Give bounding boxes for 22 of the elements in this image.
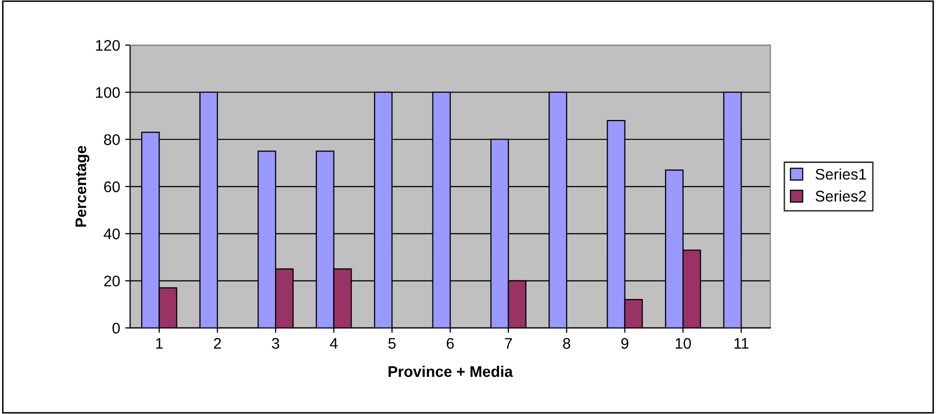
x-tick-label: 2 xyxy=(214,338,221,349)
y-tick-label: 100 xyxy=(96,87,120,98)
y-tick-label: 80 xyxy=(104,134,120,146)
y-tick-label: 20 xyxy=(104,276,120,286)
x-tick-label: 1 xyxy=(156,338,163,349)
y-tick-label: 40 xyxy=(104,228,120,240)
x-tick-label: 10 xyxy=(676,338,691,349)
legend-label: Series2 xyxy=(816,190,866,202)
x-tick-label: 8 xyxy=(563,338,570,349)
x-tick-label: 6 xyxy=(446,338,454,349)
y-tick-label: 60 xyxy=(104,181,120,192)
x-tick-label: 4 xyxy=(330,338,338,349)
x-tick-label: 5 xyxy=(388,338,396,349)
x-tick-label: 3 xyxy=(272,338,280,349)
x-tick-label: 7 xyxy=(504,338,512,349)
y-tick-label: 0 xyxy=(112,322,120,334)
x-tick-label: 9 xyxy=(621,338,628,349)
x-axis-title: Province + Media xyxy=(388,366,513,377)
y-axis-title: Percentage xyxy=(76,146,90,227)
y-tick-label: 120 xyxy=(96,40,120,51)
x-tick-label: 11 xyxy=(734,338,748,349)
legend-label: Series1 xyxy=(816,168,866,180)
